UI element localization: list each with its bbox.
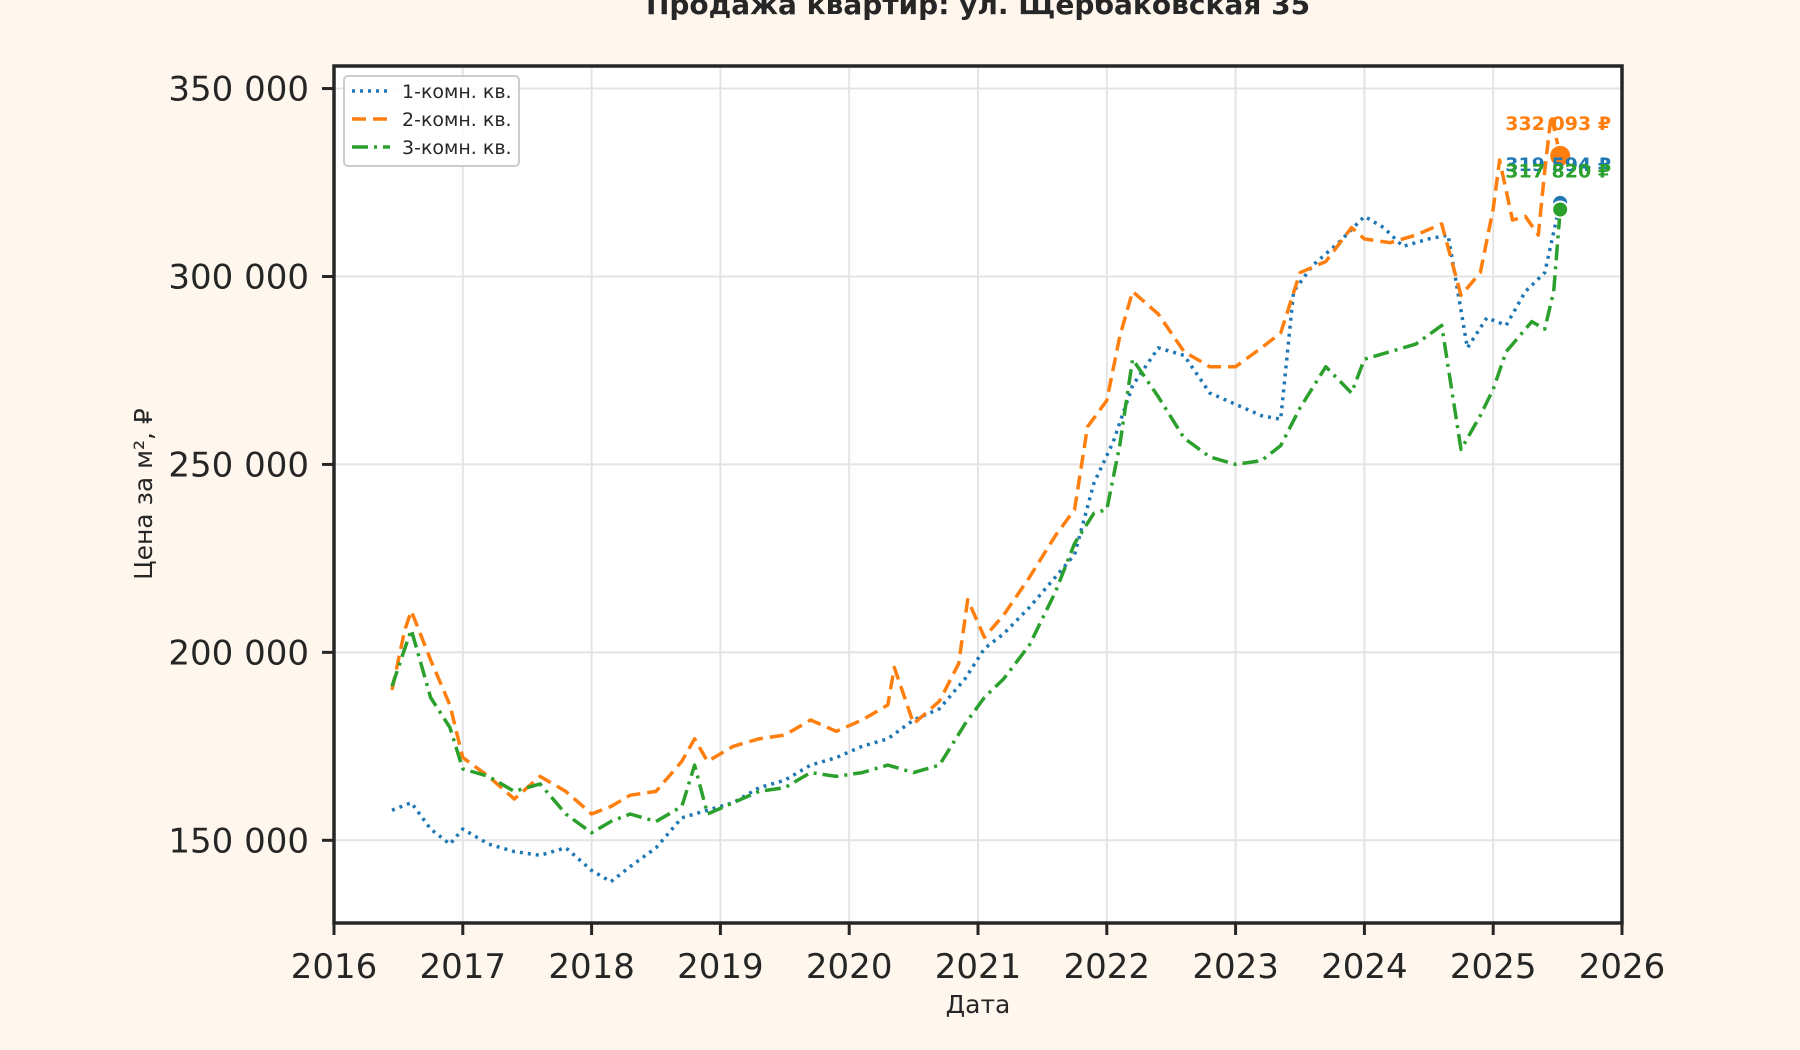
legend-box xyxy=(343,75,520,167)
x-tick-label-2023: 2023 xyxy=(1192,947,1279,987)
series-line-2 xyxy=(390,113,1562,816)
x-axis-label: Дата xyxy=(946,990,1011,1019)
x-tick-label-2025: 2025 xyxy=(1450,947,1537,987)
series-layer xyxy=(390,113,1562,884)
y-tick-label-2: 250 000 xyxy=(168,445,309,485)
y-axis: 150 000 200 000 250 000 300 000 350 000 xyxy=(168,70,334,861)
series-line-3 xyxy=(390,209,1562,835)
x-tick-label-2022: 2022 xyxy=(1064,947,1151,987)
legend: 1-комн. кв. 2-комн. кв. 3-комн. кв. xyxy=(343,75,520,167)
end-marker-3 xyxy=(1551,200,1570,219)
x-tick-label-2016: 2016 xyxy=(291,947,378,987)
y-axis-label: Цена за м², ₽ xyxy=(129,408,158,580)
y-tick-label-4: 350 000 xyxy=(168,70,309,110)
end-label-3: 317 820 ₽ xyxy=(1505,161,1611,183)
x-tick-label-2017: 2017 xyxy=(420,947,507,987)
legend-label-1: 1-комн. кв. xyxy=(402,81,512,103)
y-tick-label-1: 200 000 xyxy=(168,633,309,673)
legend-label-2: 2-комн. кв. xyxy=(402,109,512,131)
end-markers: 332 093 ₽ 319 594 ₽317 820 ₽ xyxy=(1505,113,1611,219)
end-label-2: 319 594 ₽ xyxy=(1505,154,1611,176)
x-tick-label-2019: 2019 xyxy=(677,947,764,987)
end-label-1: 332 093 ₽ xyxy=(1505,113,1611,135)
x-tick-label-2024: 2024 xyxy=(1321,947,1408,987)
x-tick-label-2018: 2018 xyxy=(548,947,635,987)
x-tick-label-2021: 2021 xyxy=(935,947,1022,987)
end-marker-1 xyxy=(1548,143,1573,168)
x-tick-label-2020: 2020 xyxy=(806,947,893,987)
y-tick-label-3: 300 000 xyxy=(168,257,309,297)
chart-title: Продажа квартир: ул. Щербаковская 35 xyxy=(646,0,1310,21)
y-tick-label-0: 150 000 xyxy=(168,821,309,861)
x-axis: 2016 2017 2018 2019 2020 2021 2022 2023 2024 2025… xyxy=(291,923,1666,987)
x-tick-label-2026: 2026 xyxy=(1579,947,1666,987)
legend-label-3: 3-комн. кв. xyxy=(402,137,512,159)
